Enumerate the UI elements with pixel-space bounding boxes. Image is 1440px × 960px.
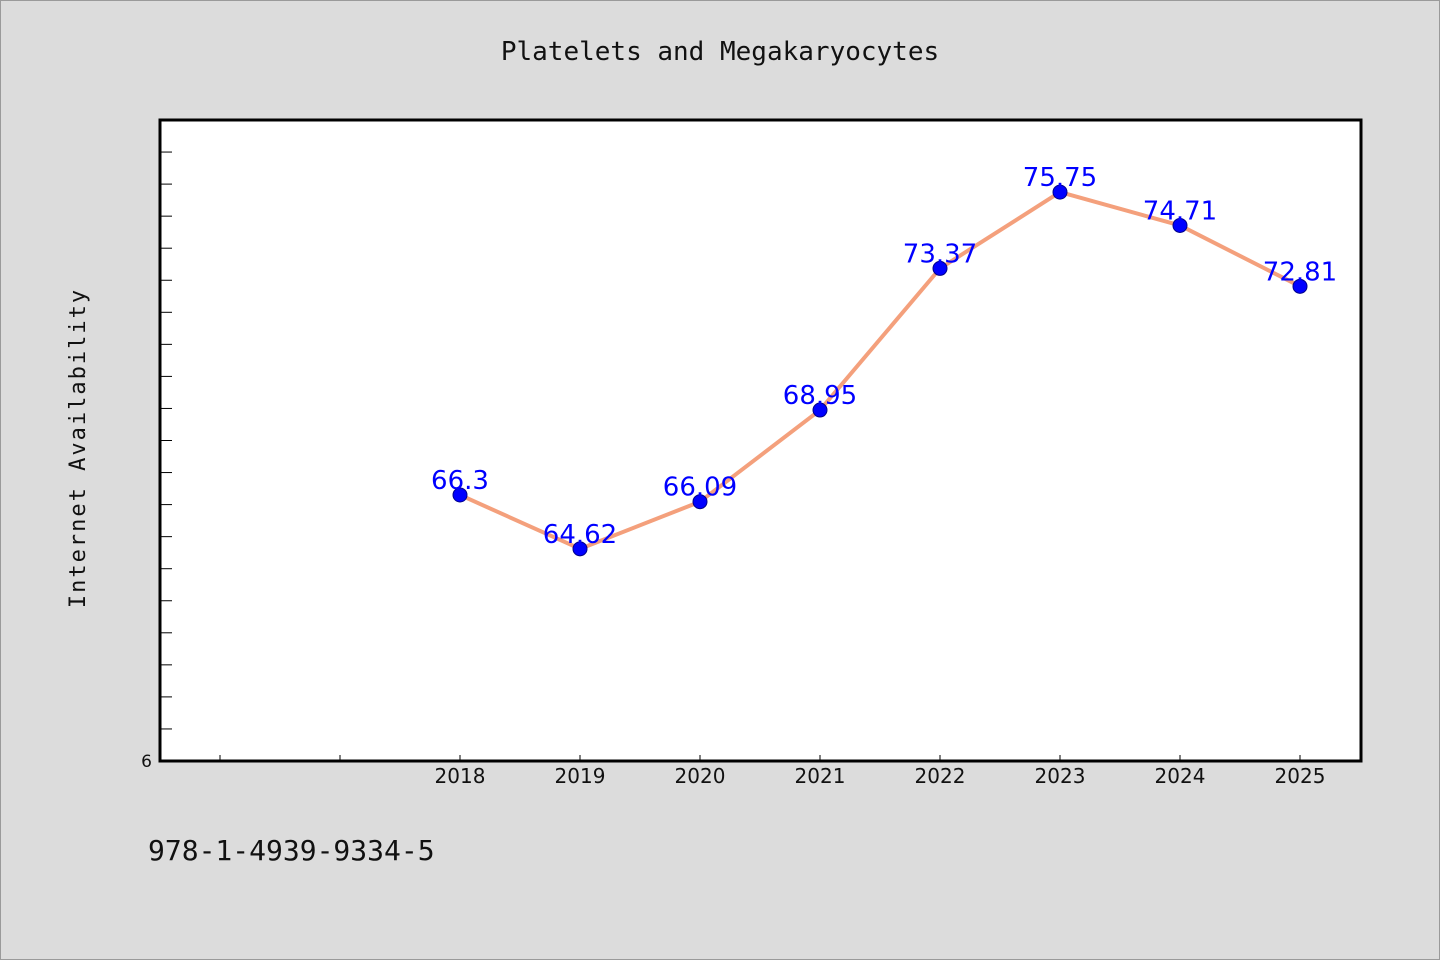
x-tick-label: 2019: [555, 764, 606, 788]
x-axis-ticks: 2018 2019 2020 2021 2022 2023 2024 2025: [219, 755, 1326, 788]
data-label: 72.81: [1263, 257, 1337, 287]
data-label: 64.62: [543, 520, 617, 550]
data-point: [1052, 184, 1068, 200]
chart-title: Platelets and Megakaryocytes: [501, 37, 939, 67]
data-point: [1292, 278, 1308, 294]
data-label: 66.09: [663, 473, 737, 503]
data-label: 66.3: [431, 466, 489, 496]
series-group: 66.3 64.62 66.09 68.95 73.37 75.75 74.71 72.81: [431, 163, 1337, 557]
series-line: [459, 190, 1301, 551]
x-tick-label: 2020: [675, 764, 726, 788]
data-point: [572, 541, 588, 557]
data-point: [452, 487, 468, 503]
x-tick-label: 2018: [435, 764, 486, 788]
data-label: 73.37: [903, 239, 977, 269]
data-point: [812, 402, 828, 418]
x-tick-label: 2023: [1035, 764, 1086, 788]
x-tick-label: 2024: [1155, 764, 1206, 788]
footer-isbn: 978-1-4939-9334-5: [148, 834, 435, 867]
x-tick-label: 2025: [1275, 764, 1326, 788]
x-tick-label: 2021: [795, 764, 846, 788]
y-tick-label: 6: [141, 752, 152, 772]
x-tick-label: 2022: [915, 764, 966, 788]
data-point: [1172, 217, 1188, 233]
data-point: [692, 494, 708, 510]
data-label: 68.95: [783, 381, 857, 411]
plot-area: [158, 118, 1363, 763]
y-axis-ticks: 6: [141, 151, 172, 772]
data-label: 75.75: [1023, 163, 1097, 193]
data-point: [932, 260, 948, 276]
data-label: 74.71: [1143, 196, 1217, 226]
y-axis-label: Internet Availability: [66, 288, 91, 608]
